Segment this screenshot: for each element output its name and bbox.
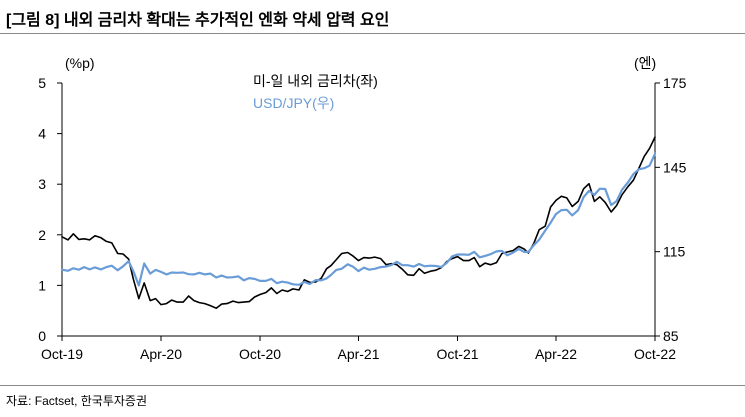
title-rule <box>0 33 745 34</box>
left-axis-unit-label: (%p) <box>65 55 95 71</box>
left-axis-tick-label: 1 <box>38 277 46 293</box>
right-axis-tick-label: 145 <box>663 159 687 175</box>
x-axis-tick-label: Oct-21 <box>437 346 479 362</box>
right-axis-tick-label: 115 <box>663 244 686 260</box>
left-axis-tick-label: 3 <box>38 176 46 192</box>
figure-title: [그림 8] 내외 금리차 확대는 추가적인 엔화 약세 압력 요인 <box>6 12 390 29</box>
rate-spread-line <box>61 136 656 309</box>
left-axis-tick-label: 2 <box>38 227 46 243</box>
usd-jpy-line <box>60 152 657 287</box>
x-axis-tick-label: Apr-20 <box>140 346 182 362</box>
right-axis-tick-label: 85 <box>663 328 679 344</box>
left-axis-tick-label: 4 <box>38 126 46 142</box>
right-axis-tick-label: 175 <box>663 75 687 91</box>
x-axis-tick-label: Oct-20 <box>239 346 281 362</box>
legend-entry: USD/JPY(우) <box>253 95 334 111</box>
left-axis-tick-label: 5 <box>38 75 46 91</box>
left-axis-tick-label: 0 <box>38 328 46 344</box>
right-axis-unit-label: (엔) <box>634 55 656 71</box>
source-rule <box>0 385 745 386</box>
x-axis-tick-label: Oct-19 <box>41 346 83 362</box>
x-axis-tick-label: Apr-22 <box>535 346 577 362</box>
legend-entry: 미-일 내외 금리차(좌) <box>253 73 378 89</box>
source-note: 자료: Factset, 한국투자증권 <box>6 394 148 408</box>
x-axis-tick-label: Apr-21 <box>337 346 379 362</box>
x-axis-tick-label: Oct-22 <box>634 346 676 362</box>
line-chart: 0 1 2 3 4 5 85 115 145 175 Oct-19 Apr-20 Oct-20 Apr-2… <box>38 55 687 362</box>
